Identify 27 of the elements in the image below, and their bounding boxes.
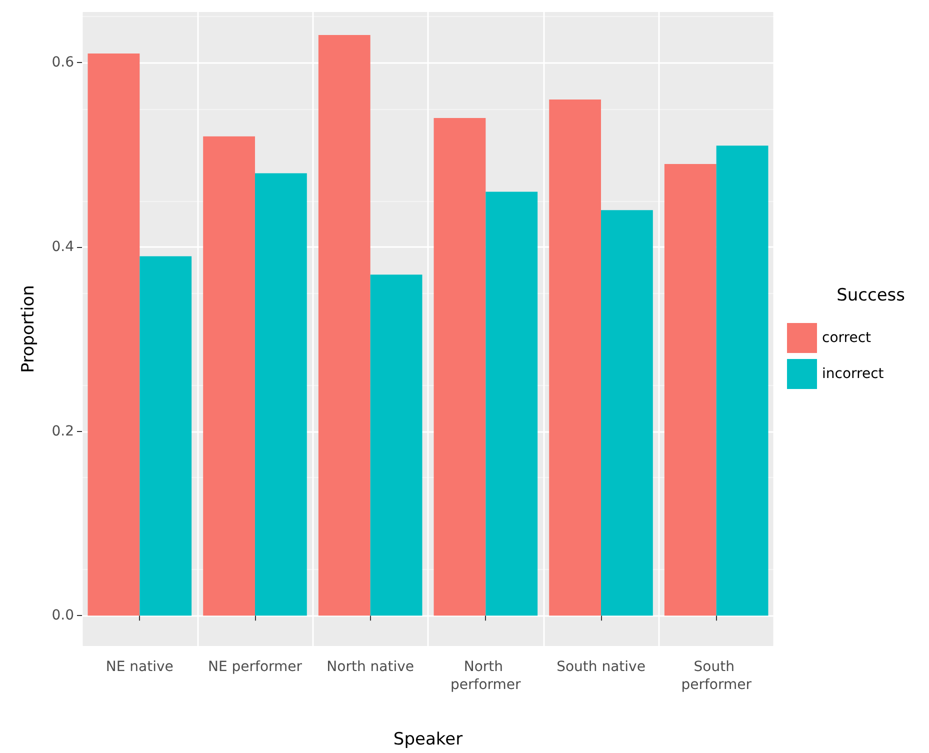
bar (255, 173, 307, 616)
y-tick-label: 0.0 (52, 608, 74, 624)
bar (370, 274, 422, 616)
x-tick-label: South performer (681, 659, 752, 693)
legend-label: correct (822, 330, 872, 346)
y-tick-label: 0.6 (52, 54, 74, 71)
bar (88, 53, 140, 616)
legend-title: Success (836, 286, 906, 306)
bar (140, 256, 192, 616)
y-tick-label: 0.2 (52, 423, 74, 440)
y-tick-label: 0.4 (52, 238, 74, 255)
bar (486, 192, 538, 616)
x-tick-label: NE native (106, 659, 174, 675)
bar (549, 100, 601, 616)
legend-label: incorrect (822, 366, 884, 382)
x-tick-label: NE performer (208, 659, 302, 675)
bar (664, 164, 716, 616)
x-axis-title: Speaker (393, 730, 463, 750)
y-axis-title: Proportion (18, 285, 38, 373)
x-tick-label: South native (556, 659, 646, 675)
bar (434, 118, 486, 616)
bar (203, 136, 255, 616)
bar (601, 210, 653, 616)
bar (716, 146, 768, 616)
x-tick-label: North performer (450, 659, 522, 693)
x-tick-label: North native (326, 659, 414, 675)
bar (318, 35, 370, 616)
